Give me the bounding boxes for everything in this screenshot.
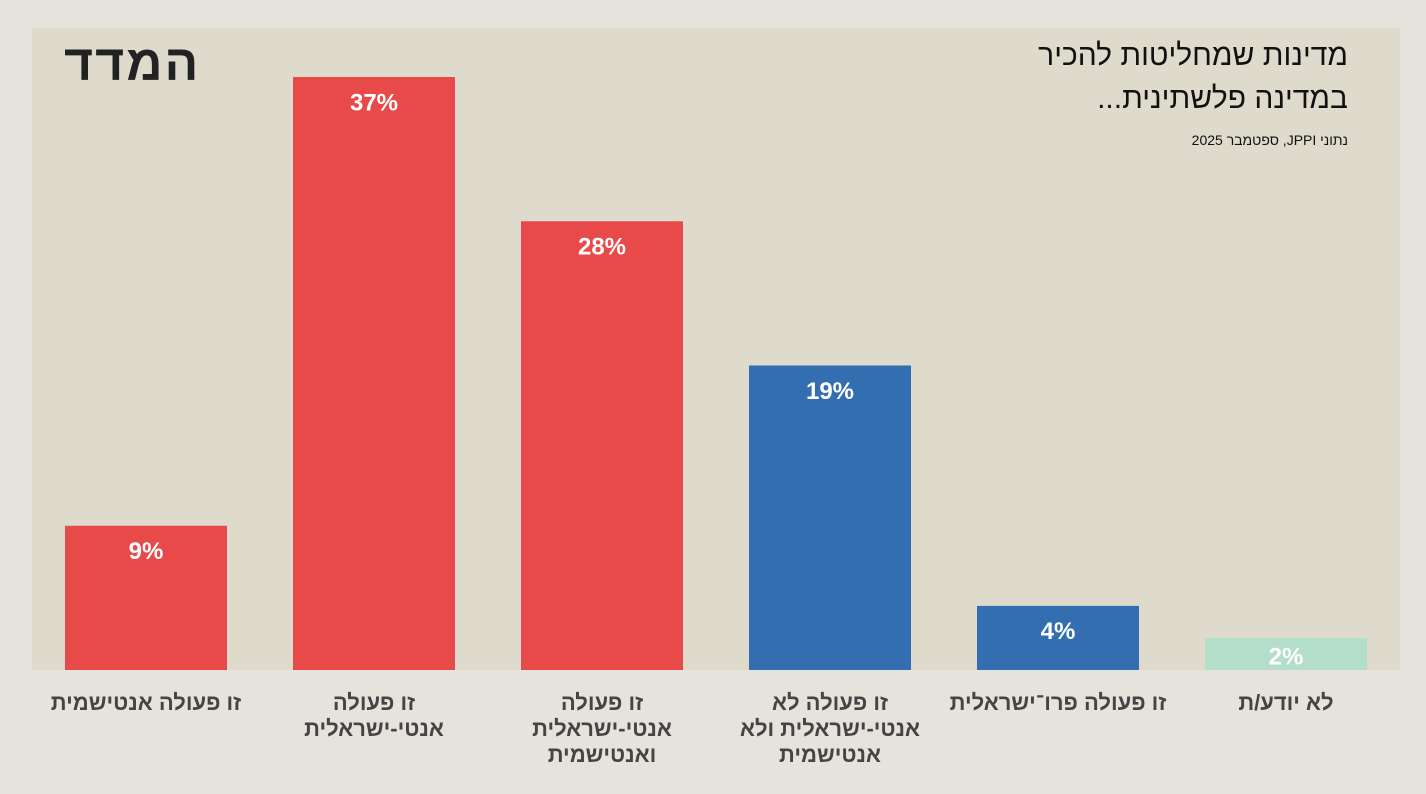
bar: [65, 525, 227, 670]
chart-title: מדינות שמחליטות להכיר במדינה פלשתינית...: [1038, 39, 1348, 115]
value-label: 4%: [1041, 618, 1076, 645]
plot-panel: [32, 28, 1400, 670]
value-label: 9%: [129, 538, 164, 565]
value-label: 28%: [578, 234, 626, 261]
value-label: 19%: [806, 378, 854, 405]
x-tick-label: זו פעולה לא אנטי-ישראלית ולא אנטישמית: [739, 690, 921, 767]
bar: [293, 77, 455, 670]
x-tick-label: זו פעולה פרו־ישראלית: [949, 690, 1167, 715]
bar: [521, 221, 683, 671]
x-tick-label: זו פעולה אנטי-ישראלית: [304, 690, 444, 741]
value-label: 37%: [350, 89, 398, 116]
bar: [1205, 637, 1367, 670]
bar: [977, 605, 1139, 670]
x-tick-label: זו פעולה אנטי-ישראלית ואנטישמית: [532, 690, 672, 767]
x-tick-label: לא יודע/ת: [1238, 690, 1334, 715]
chart-subtitle: נתוני JPPI, ספטמבר 2025: [1191, 132, 1348, 148]
bar: [749, 365, 911, 670]
x-tick-label: זו פעולה אנטישמית: [50, 690, 242, 715]
logo: המדד: [64, 35, 201, 91]
value-label: 2%: [1269, 643, 1304, 670]
